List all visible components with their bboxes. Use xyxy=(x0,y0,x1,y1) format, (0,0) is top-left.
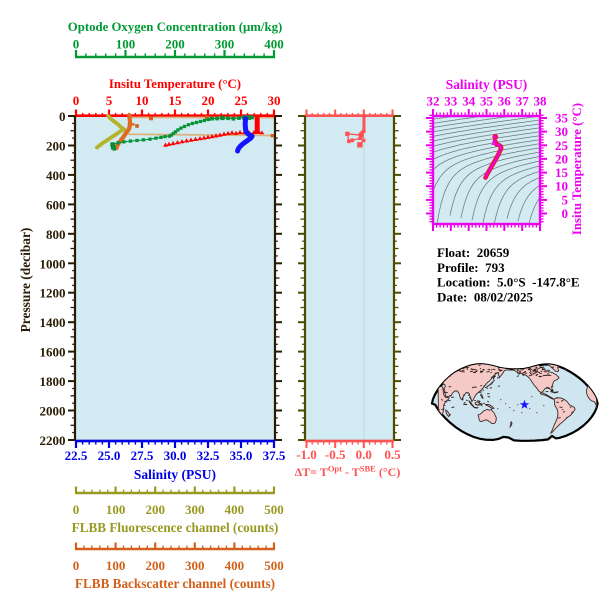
svg-text:200: 200 xyxy=(145,502,165,517)
svg-text:35: 35 xyxy=(555,111,569,126)
svg-text:37: 37 xyxy=(516,94,530,109)
svg-text:30.0: 30.0 xyxy=(164,448,187,463)
svg-text:-0.5: -0.5 xyxy=(325,447,346,462)
svg-text:30: 30 xyxy=(555,124,568,139)
svg-text:25.0: 25.0 xyxy=(98,448,121,463)
svg-text:20: 20 xyxy=(202,93,215,108)
svg-text:0.0: 0.0 xyxy=(356,447,372,462)
svg-text:800: 800 xyxy=(46,227,66,242)
svg-text:0.5: 0.5 xyxy=(384,447,401,462)
svg-text:0: 0 xyxy=(73,37,80,52)
svg-text:1800: 1800 xyxy=(40,374,66,389)
svg-text:300: 300 xyxy=(185,558,205,573)
svg-text:35.0: 35.0 xyxy=(230,448,253,463)
svg-text:15: 15 xyxy=(169,93,183,108)
svg-text:15: 15 xyxy=(555,165,569,180)
svg-text:400: 400 xyxy=(225,558,245,573)
svg-text:200: 200 xyxy=(145,558,165,573)
svg-text:34: 34 xyxy=(462,94,476,109)
svg-text:Salinity (PSU): Salinity (PSU) xyxy=(134,467,216,482)
svg-text:200: 200 xyxy=(46,139,66,154)
svg-text:FLBB Backscatter channel (coun: FLBB Backscatter channel (counts) xyxy=(75,576,275,591)
svg-text:1000: 1000 xyxy=(40,256,66,271)
svg-text:5: 5 xyxy=(562,192,569,207)
svg-text:38: 38 xyxy=(534,94,548,109)
svg-text:Location: 5.0°S -147.8°E: Location: 5.0°S -147.8°E xyxy=(437,275,580,290)
svg-text:400: 400 xyxy=(46,168,66,183)
svg-text:600: 600 xyxy=(46,197,66,212)
svg-text:32: 32 xyxy=(427,94,440,109)
svg-text:36: 36 xyxy=(498,94,512,109)
svg-text:100: 100 xyxy=(116,37,136,52)
svg-text:200: 200 xyxy=(165,37,185,52)
svg-text:33: 33 xyxy=(444,94,458,109)
svg-text:32.5: 32.5 xyxy=(197,448,220,463)
svg-text:37.5: 37.5 xyxy=(263,448,286,463)
svg-text:Profile: 793: Profile: 793 xyxy=(437,260,505,275)
svg-text:2200: 2200 xyxy=(40,433,66,448)
svg-text:Insitu Temperature (°C): Insitu Temperature (°C) xyxy=(570,103,584,235)
svg-text:-1.0: -1.0 xyxy=(296,447,317,462)
svg-text:0: 0 xyxy=(73,93,80,108)
svg-text:500: 500 xyxy=(264,502,284,517)
svg-text:300: 300 xyxy=(215,37,235,52)
svg-text:35: 35 xyxy=(480,94,494,109)
svg-text:Salinity (PSU): Salinity (PSU) xyxy=(446,77,527,92)
svg-text:20: 20 xyxy=(555,151,568,166)
svg-text:1200: 1200 xyxy=(40,286,66,301)
svg-text:100: 100 xyxy=(106,502,126,517)
svg-text:10: 10 xyxy=(136,93,149,108)
svg-text:5: 5 xyxy=(106,93,113,108)
svg-text:100: 100 xyxy=(106,558,126,573)
svg-text:500: 500 xyxy=(264,558,284,573)
svg-text:400: 400 xyxy=(225,502,245,517)
svg-text:0: 0 xyxy=(73,502,80,517)
svg-text:Date: 08/02/2025: Date: 08/02/2025 xyxy=(437,289,534,304)
svg-text:Insitu Temperature (°C): Insitu Temperature (°C) xyxy=(109,77,241,91)
svg-text:0: 0 xyxy=(73,558,80,573)
svg-text:ΔT= TOpt - TSBE (°C): ΔT= TOpt - TSBE (°C) xyxy=(295,464,401,480)
svg-text:1400: 1400 xyxy=(40,315,66,330)
svg-text:300: 300 xyxy=(185,502,205,517)
svg-text:27.5: 27.5 xyxy=(131,448,154,463)
svg-text:Pressure (decibar): Pressure (decibar) xyxy=(18,228,33,333)
svg-text:25: 25 xyxy=(235,93,249,108)
svg-text:30: 30 xyxy=(268,93,281,108)
svg-text:400: 400 xyxy=(264,37,284,52)
svg-text:10: 10 xyxy=(555,179,568,194)
svg-text:2000: 2000 xyxy=(40,404,66,419)
svg-text:Float: 20659: Float: 20659 xyxy=(437,245,510,260)
svg-text:22.5: 22.5 xyxy=(65,448,88,463)
svg-text:1600: 1600 xyxy=(40,345,66,360)
svg-text:FLBB Fluorescence channel (cou: FLBB Fluorescence channel (counts) xyxy=(72,520,279,535)
svg-text:0: 0 xyxy=(562,206,569,221)
svg-text:25: 25 xyxy=(555,138,569,153)
svg-text:Optode Oxygen Concentration (μ: Optode Oxygen Concentration (μm/kg) xyxy=(68,20,283,34)
svg-text:0: 0 xyxy=(59,109,66,124)
